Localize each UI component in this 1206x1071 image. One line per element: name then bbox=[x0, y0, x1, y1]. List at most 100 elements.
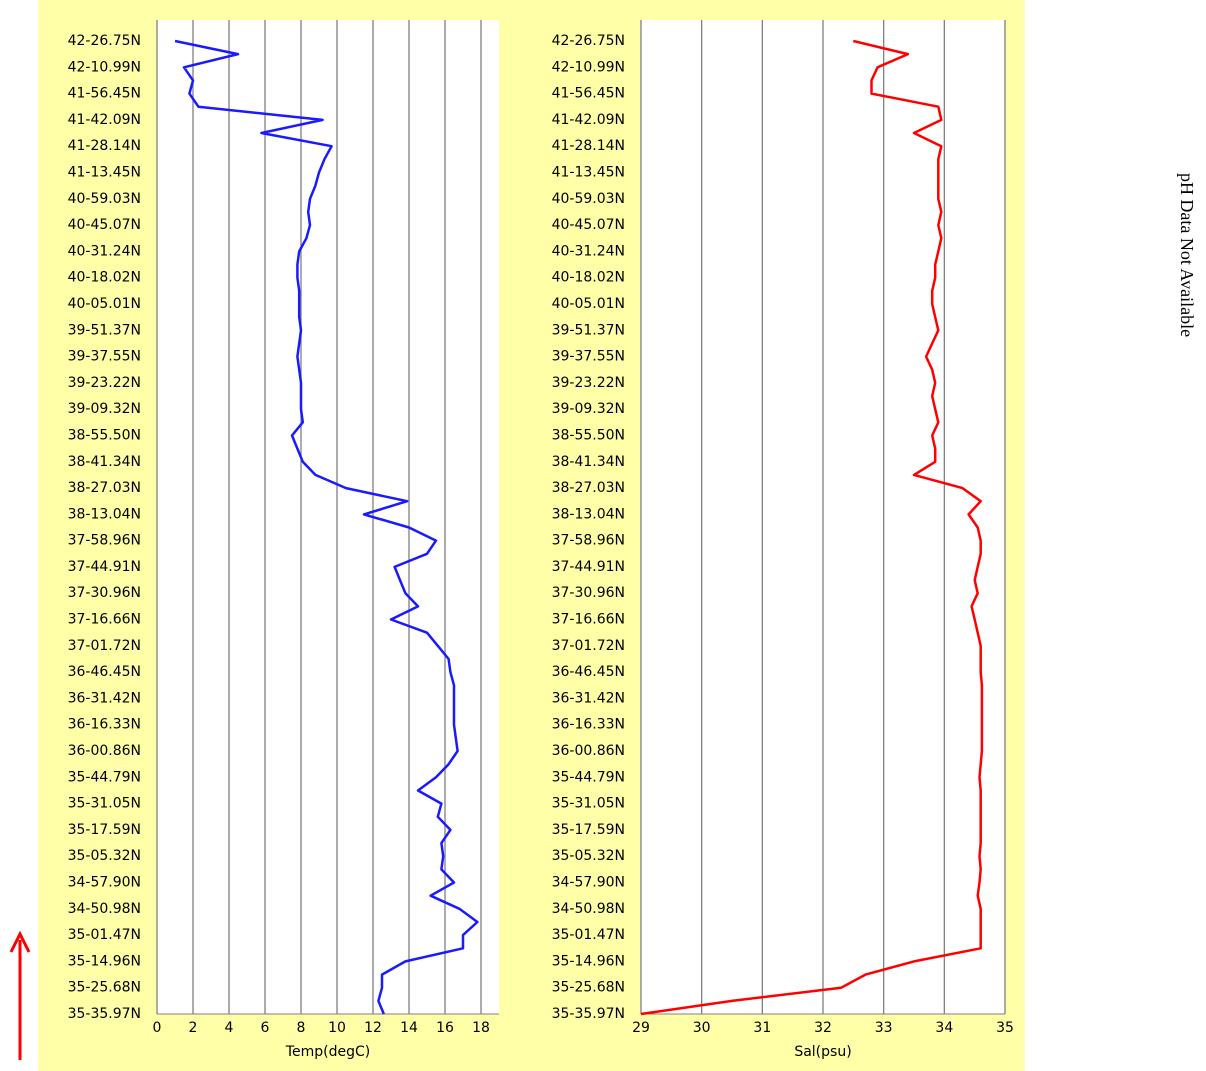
y-tick-label: 36-16.33N bbox=[68, 717, 141, 733]
y-tick-label: 34-50.98N bbox=[68, 901, 141, 917]
y-tick-label: 35-31.05N bbox=[68, 796, 141, 812]
data-line bbox=[174, 39, 479, 1015]
y-tick-label: 37-58.96N bbox=[68, 533, 141, 549]
x-tick-label: 10 bbox=[328, 1020, 346, 1036]
y-tick-label: 42-26.75N bbox=[552, 33, 625, 49]
y-tick-label: 40-05.01N bbox=[552, 296, 625, 312]
y-tick-label: 35-01.47N bbox=[552, 927, 625, 943]
y-tick-label: 35-35.97N bbox=[68, 1006, 141, 1022]
y-tick-label: 39-23.22N bbox=[68, 375, 141, 391]
y-tick-label: 35-35.97N bbox=[552, 1006, 625, 1022]
y-tick-label: 41-28.14N bbox=[552, 138, 625, 154]
y-tick-label: 38-27.03N bbox=[68, 480, 141, 496]
plot-area bbox=[157, 20, 499, 1014]
y-tick-label: 37-30.96N bbox=[552, 585, 625, 601]
y-tick-label: 42-10.99N bbox=[552, 59, 625, 75]
y-tick-label: 39-09.32N bbox=[552, 401, 625, 417]
y-tick-label: 35-25.68N bbox=[552, 980, 625, 996]
y-tick-label: 35-25.68N bbox=[68, 980, 141, 996]
y-tick-label: 38-13.04N bbox=[552, 506, 625, 522]
y-tick-label: 41-28.14N bbox=[68, 138, 141, 154]
y-tick-label: 39-09.32N bbox=[68, 401, 141, 417]
annotation: pH Data Not Available bbox=[1177, 173, 1197, 337]
y-tick-label: 40-59.03N bbox=[68, 191, 141, 207]
y-tick-label: 35-44.79N bbox=[552, 769, 625, 785]
y-tick-label: 38-41.34N bbox=[68, 454, 141, 470]
x-tick-label: 14 bbox=[400, 1020, 418, 1036]
y-tick-label: 35-14.96N bbox=[552, 953, 625, 969]
y-tick-label: 40-45.07N bbox=[552, 217, 625, 233]
arrow-head bbox=[9, 930, 31, 953]
y-tick-label: 39-51.37N bbox=[68, 322, 141, 338]
y-tick-label: 39-37.55N bbox=[68, 349, 141, 365]
x-tick-label: 2 bbox=[189, 1020, 198, 1036]
y-tick-label: 35-05.32N bbox=[552, 848, 625, 864]
y-tick-label: 40-59.03N bbox=[552, 191, 625, 207]
x-tick-label: 4 bbox=[225, 1020, 234, 1036]
y-tick-label: 40-31.24N bbox=[68, 243, 141, 259]
y-tick-label: 36-46.45N bbox=[68, 664, 141, 680]
y-tick-label: 38-27.03N bbox=[552, 480, 625, 496]
x-tick-label: 32 bbox=[814, 1020, 832, 1036]
y-tick-label: 37-30.96N bbox=[68, 585, 141, 601]
y-tick-label: 41-42.09N bbox=[552, 112, 625, 128]
x-tick-label: 12 bbox=[364, 1020, 382, 1036]
x-tick-label: 0 bbox=[153, 1020, 162, 1036]
y-tick-label: 35-01.47N bbox=[68, 927, 141, 943]
y-tick-label: 40-45.07N bbox=[68, 217, 141, 233]
x-tick-label: 8 bbox=[297, 1020, 306, 1036]
x-tick-label: 35 bbox=[996, 1020, 1014, 1036]
y-tick-label: 40-05.01N bbox=[68, 296, 141, 312]
y-tick-label: 41-56.45N bbox=[552, 86, 625, 102]
x-tick-label: 29 bbox=[632, 1020, 650, 1036]
y-tick-label: 35-17.59N bbox=[68, 822, 141, 838]
y-tick-label: 40-18.02N bbox=[68, 270, 141, 286]
y-tick-label: 36-00.86N bbox=[552, 743, 625, 759]
y-tick-label: 35-05.32N bbox=[68, 848, 141, 864]
y-tick-label: 37-16.66N bbox=[552, 612, 625, 628]
y-tick-label: 40-18.02N bbox=[552, 270, 625, 286]
y-tick-label: 36-31.42N bbox=[552, 690, 625, 706]
x-tick-label: 33 bbox=[875, 1020, 893, 1036]
y-tick-label: 37-58.96N bbox=[552, 533, 625, 549]
y-tick-label: 38-41.34N bbox=[552, 454, 625, 470]
x-tick-label: 34 bbox=[935, 1020, 953, 1036]
y-tick-label: 36-31.42N bbox=[68, 690, 141, 706]
y-tick-label: 42-26.75N bbox=[68, 33, 141, 49]
y-tick-label: 36-16.33N bbox=[552, 717, 625, 733]
y-tick-label: 35-14.96N bbox=[68, 953, 141, 969]
y-tick-label: 41-13.45N bbox=[552, 164, 625, 180]
y-tick-label: 37-44.91N bbox=[68, 559, 141, 575]
y-tick-label: 34-57.90N bbox=[552, 875, 625, 891]
x-axis-label: Temp(degC) bbox=[285, 1044, 370, 1060]
x-tick-label: 6 bbox=[261, 1020, 270, 1036]
x-tick-label: 16 bbox=[436, 1020, 454, 1036]
y-tick-label: 36-00.86N bbox=[68, 743, 141, 759]
y-tick-label: 39-23.22N bbox=[552, 375, 625, 391]
y-tick-label: 37-01.72N bbox=[552, 638, 625, 654]
y-tick-label: 38-55.50N bbox=[68, 427, 141, 443]
y-tick-label: 41-13.45N bbox=[68, 164, 141, 180]
x-tick-label: 31 bbox=[753, 1020, 771, 1036]
y-tick-label: 41-56.45N bbox=[68, 86, 141, 102]
y-tick-label: 34-50.98N bbox=[552, 901, 625, 917]
y-tick-label: 36-46.45N bbox=[552, 664, 625, 680]
y-tick-label: 38-55.50N bbox=[552, 427, 625, 443]
y-tick-label: 39-51.37N bbox=[552, 322, 625, 338]
y-tick-label: 42-10.99N bbox=[68, 59, 141, 75]
x-tick-label: 30 bbox=[693, 1020, 711, 1036]
data-line bbox=[640, 39, 984, 1016]
y-tick-label: 41-42.09N bbox=[68, 112, 141, 128]
y-tick-label: 35-31.05N bbox=[552, 796, 625, 812]
y-tick-label: 38-13.04N bbox=[68, 506, 141, 522]
x-axis-label: Sal(psu) bbox=[794, 1044, 851, 1060]
x-tick-label: 18 bbox=[472, 1020, 490, 1036]
y-tick-label: 40-31.24N bbox=[552, 243, 625, 259]
y-tick-label: 37-01.72N bbox=[68, 638, 141, 654]
y-tick-label: 37-44.91N bbox=[552, 559, 625, 575]
y-tick-label: 37-16.66N bbox=[68, 612, 141, 628]
y-tick-label: 35-17.59N bbox=[552, 822, 625, 838]
y-tick-label: 35-44.79N bbox=[68, 769, 141, 785]
y-tick-label: 39-37.55N bbox=[552, 349, 625, 365]
